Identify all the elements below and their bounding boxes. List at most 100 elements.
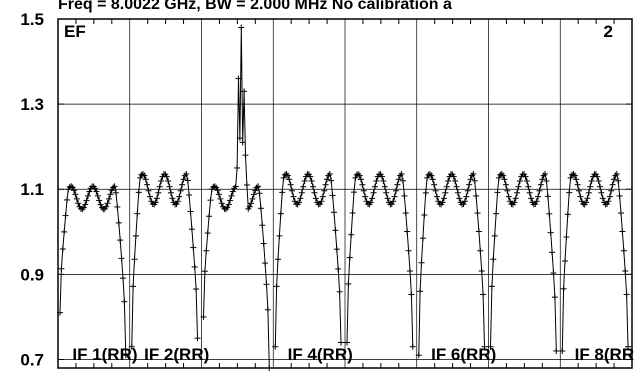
data-point-marker [584, 195, 591, 202]
data-point-marker [291, 198, 298, 205]
data-point-marker [505, 193, 512, 200]
data-point-marker [559, 347, 566, 354]
data-point-marker [326, 170, 333, 177]
data-point-marker [522, 173, 529, 180]
data-point-marker [494, 189, 501, 196]
data-point-marker [481, 343, 488, 350]
data-point-marker [82, 201, 89, 208]
data-point-marker [512, 195, 519, 202]
data-point-marker [104, 200, 111, 207]
data-point-marker [145, 187, 152, 194]
data-point-marker [266, 365, 273, 371]
data-point-marker [317, 201, 324, 208]
data-point-marker [122, 352, 129, 359]
data-point-marker [121, 298, 128, 305]
data-point-marker [61, 228, 68, 235]
data-point-marker [619, 228, 626, 235]
data-point-marker [370, 189, 377, 196]
data-point-marker [131, 256, 138, 263]
data-point-marker [399, 177, 406, 184]
data-point-marker [549, 249, 556, 256]
y-axis-ticks: 0.7 0.9 1.1 1.3 1.5 [20, 10, 632, 369]
data-point-marker [273, 283, 280, 290]
data-point-marker [84, 192, 91, 199]
data-point-marker [169, 195, 176, 202]
data-point-marker [333, 246, 340, 253]
data-point-marker [235, 75, 242, 82]
data-point-marker [187, 208, 194, 215]
data-point-marker [146, 193, 153, 200]
data-point-marker [537, 181, 544, 188]
data-point-marker [224, 204, 231, 211]
series-if-4 [272, 170, 344, 350]
data-point-marker [277, 210, 284, 217]
data-point-marker [583, 199, 590, 206]
data-point-marker [424, 174, 431, 181]
data-point-marker [290, 193, 297, 200]
data-point-marker [300, 183, 307, 190]
data-point-marker [605, 198, 612, 205]
data-point-marker [98, 204, 105, 211]
data-point-marker [75, 200, 82, 207]
if-label: IF 4(RR) [288, 345, 353, 364]
data-point-marker [167, 189, 174, 196]
data-point-marker [115, 219, 122, 226]
data-point-marker [445, 177, 452, 184]
data-point-marker [577, 193, 584, 200]
data-point-marker [166, 183, 173, 190]
data-point-marker [439, 199, 446, 206]
data-point-marker [543, 177, 550, 184]
data-point-marker [467, 176, 474, 183]
data-point-marker [573, 176, 580, 183]
data-point-marker [507, 198, 514, 205]
data-point-marker [58, 265, 65, 272]
data-point-marker [357, 176, 364, 183]
data-point-marker [210, 183, 217, 190]
data-point-marker [348, 231, 355, 238]
data-point-marker [117, 237, 124, 244]
data-point-marker [487, 343, 494, 350]
data-point-marker [73, 195, 80, 202]
data-point-marker [163, 173, 170, 180]
data-point-marker [253, 184, 260, 191]
data-point-marker [587, 183, 594, 190]
data-point-marker [625, 343, 631, 350]
data-point-marker [418, 259, 425, 266]
data-point-marker [345, 280, 352, 287]
data-point-marker [107, 191, 114, 198]
data-point-marker [598, 189, 605, 196]
data-point-marker [108, 187, 115, 194]
data-point-marker [542, 170, 549, 177]
series-if-5 [344, 170, 416, 350]
data-point-marker [298, 189, 305, 196]
data-point-marker [259, 222, 266, 229]
data-point-marker [394, 181, 401, 188]
data-point-marker [173, 201, 180, 208]
data-point-marker [297, 195, 304, 202]
data-point-marker [236, 135, 243, 142]
data-point-marker [206, 213, 213, 220]
data-point-marker [218, 200, 225, 207]
data-point-marker [194, 335, 201, 342]
data-point-marker [408, 291, 415, 298]
data-point-marker [415, 352, 422, 359]
series-line [490, 172, 557, 352]
data-point-marker [544, 193, 551, 200]
data-point-marker [409, 343, 416, 350]
data-point-marker [622, 268, 629, 275]
data-point-marker [618, 210, 625, 217]
data-point-marker [232, 183, 239, 190]
data-point-marker [239, 139, 246, 146]
data-point-marker [183, 170, 190, 177]
data-point-marker [148, 198, 155, 205]
data-point-marker [248, 200, 255, 207]
data-point-marker [504, 187, 511, 194]
data-point-marker [346, 254, 353, 261]
data-point-marker [318, 198, 325, 205]
data-point-marker [128, 343, 135, 350]
data-point-marker [474, 210, 481, 217]
data-point-marker [574, 181, 581, 188]
data-point-marker [321, 187, 328, 194]
series-line [561, 172, 629, 352]
